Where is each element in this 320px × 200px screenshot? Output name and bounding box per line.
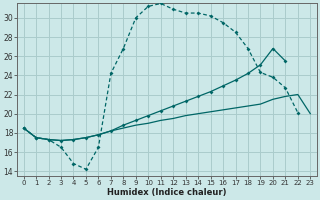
X-axis label: Humidex (Indice chaleur): Humidex (Indice chaleur) — [107, 188, 227, 197]
